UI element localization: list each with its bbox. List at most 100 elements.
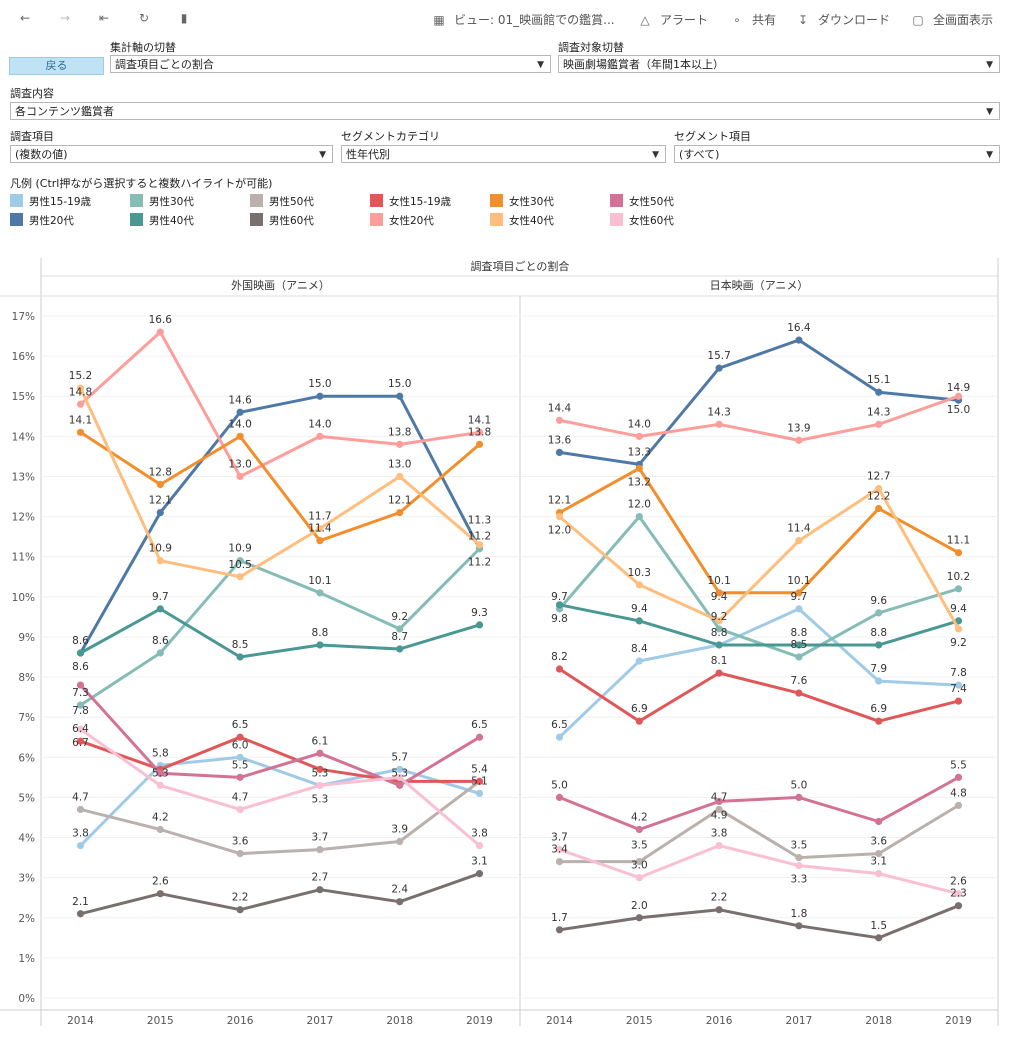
y-tick-label: 14%	[12, 431, 35, 443]
item-label: 調査項目	[10, 130, 54, 143]
segcat-value: 性年代別	[346, 148, 390, 161]
data-point	[156, 649, 164, 657]
data-label: 11.3	[468, 515, 491, 527]
data-label: 8.5	[232, 639, 249, 651]
data-label: 10.3	[628, 567, 651, 579]
back-button[interactable]: 戻る	[9, 57, 104, 75]
data-label: 11.4	[787, 523, 811, 535]
data-label: 8.4	[631, 643, 648, 655]
data-label: 7.3	[72, 687, 89, 699]
data-point	[555, 601, 564, 609]
legend-item[interactable]: 男性20代	[10, 213, 74, 228]
data-label: 2.7	[312, 872, 329, 884]
data-point	[236, 805, 244, 814]
item-dropdown[interactable]: (複数の値) ▼	[10, 145, 333, 163]
data-point	[954, 392, 963, 400]
data-label: 11.1	[947, 535, 970, 547]
share-button[interactable]: ∘ 共有	[728, 11, 776, 28]
revert-button[interactable]: ⇤	[95, 11, 119, 25]
data-label: 9.4	[711, 591, 728, 603]
data-label: 10.9	[228, 543, 251, 555]
y-tick-label: 6%	[18, 752, 35, 764]
content-label: 調査内容	[10, 87, 54, 100]
legend-swatch	[370, 213, 383, 226]
data-point	[76, 701, 85, 709]
download-button[interactable]: ↧ ダウンロード	[794, 11, 890, 28]
redo-button[interactable]: →	[56, 11, 80, 25]
data-label: 8.8	[791, 627, 808, 639]
legend-swatch	[370, 194, 383, 207]
legend-item[interactable]: 女性15-19歳	[370, 194, 451, 209]
series-line	[79, 330, 480, 478]
data-point	[635, 581, 643, 589]
data-label: 5.5	[950, 759, 967, 771]
legend-item[interactable]: 女性20代	[370, 213, 434, 228]
legend-item[interactable]: 男性40代	[130, 213, 194, 228]
legend-item[interactable]: 女性30代	[490, 194, 554, 209]
toolbar: ← → ⇤ ↻ ▮ ▦ ビュー: 01_映画館での鑑賞... △ アラート ∘ 共有 …	[0, 0, 1011, 40]
data-point	[236, 408, 244, 416]
legend-item[interactable]: 女性50代	[610, 194, 674, 209]
content-dropdown[interactable]: 各コンテンツ鑑賞者 ▼	[10, 102, 1000, 120]
data-point	[795, 641, 803, 649]
data-label: 9.7	[791, 591, 808, 603]
data-point	[875, 641, 883, 649]
data-point	[475, 870, 484, 878]
legend-item[interactable]: 男性15-19歳	[10, 194, 91, 209]
axis-switch-dropdown[interactable]: 調査項目ごとの割合 ▼	[110, 55, 551, 73]
data-point	[635, 512, 643, 521]
data-point	[396, 781, 404, 789]
legend-item[interactable]: 女性40代	[490, 213, 554, 228]
legend-swatch	[130, 213, 143, 226]
data-label: 5.3	[312, 767, 329, 779]
legend-swatch	[130, 194, 143, 207]
axis-switch-value: 調査項目ごとの割合	[115, 58, 214, 71]
data-label: 13.8	[468, 426, 491, 438]
data-point	[316, 537, 324, 545]
data-point	[236, 753, 244, 761]
series-line	[79, 607, 480, 659]
data-label: 9.4	[950, 603, 967, 615]
data-label: 6.7	[72, 737, 89, 749]
alert-button[interactable]: △ アラート	[636, 11, 708, 28]
fullscreen-button[interactable]: ▢ 全画面表示	[909, 11, 993, 28]
undo-button[interactable]: ←	[16, 11, 40, 25]
data-label: 9.2	[391, 611, 408, 623]
data-label: 3.5	[791, 840, 808, 852]
data-label: 8.6	[72, 635, 89, 647]
data-point	[715, 797, 723, 806]
series-line	[559, 603, 959, 647]
data-point	[555, 845, 564, 854]
data-label: 5.7	[391, 751, 408, 763]
chevron-down-icon: ▼	[319, 150, 326, 160]
data-label: 14.0	[228, 418, 251, 430]
data-point	[555, 416, 564, 424]
segitem-label: セグメント項目	[674, 130, 751, 143]
data-point	[156, 890, 164, 898]
legend-item[interactable]: 男性60代	[250, 213, 314, 228]
data-label: 15.0	[308, 378, 331, 390]
legend-item[interactable]: 女性60代	[610, 213, 674, 228]
segcat-dropdown[interactable]: 性年代別 ▼	[341, 145, 666, 163]
legend-item[interactable]: 男性30代	[130, 194, 194, 209]
data-label: 3.0	[631, 860, 648, 872]
target-dropdown[interactable]: 映画劇場鑑賞者（年間1本以上） ▼	[558, 55, 1000, 73]
data-label: 5.4	[471, 763, 488, 775]
refresh-button[interactable]: ↻	[135, 11, 159, 25]
view-button[interactable]: ▦ ビュー: 01_映画館での鑑賞...	[430, 11, 614, 28]
pause-button[interactable]: ▮	[175, 11, 199, 25]
data-label: 5.5	[232, 759, 249, 771]
data-point	[316, 781, 324, 789]
data-label: 8.6	[72, 661, 89, 673]
bell-icon: △	[640, 13, 650, 27]
segitem-dropdown[interactable]: (すべて) ▼	[674, 145, 1000, 163]
y-tick-label: 0%	[18, 993, 35, 1005]
data-point	[875, 484, 883, 493]
panel-title: 外国映画（アニメ）	[231, 279, 330, 292]
data-point	[76, 400, 85, 408]
share-icon: ∘	[733, 13, 741, 27]
data-point	[635, 432, 643, 440]
legend-item[interactable]: 男性50代	[250, 194, 314, 209]
data-point	[875, 934, 883, 942]
data-point	[635, 874, 643, 882]
